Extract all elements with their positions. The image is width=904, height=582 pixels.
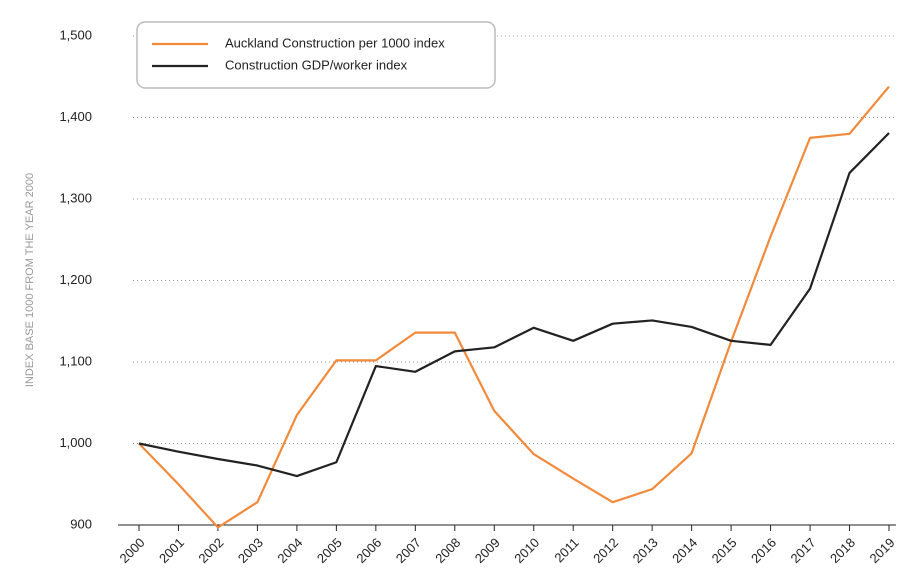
line — [138, 132, 890, 478]
x-tick-label: 2018 — [827, 535, 858, 566]
x-tick-label: 2008 — [432, 535, 463, 566]
x-tick-label: 2009 — [472, 535, 503, 566]
x-tick-label: 2016 — [748, 535, 779, 566]
x-tick-label: 2010 — [511, 535, 542, 566]
y-tick-label: 1,400 — [59, 109, 92, 124]
y-tick-label: 1,500 — [59, 27, 92, 42]
x-tick-label: 2017 — [788, 535, 819, 566]
x-tick-label: 2000 — [116, 535, 147, 566]
legend-label: Auckland Construction per 1000 index — [225, 35, 445, 50]
legend-box — [136, 21, 496, 89]
y-tick-label: 1,200 — [59, 272, 92, 287]
x-tick-label: 2005 — [314, 535, 345, 566]
x-tick-label: 2004 — [274, 535, 305, 566]
x-tick-label: 2007 — [393, 535, 424, 566]
line — [138, 85, 890, 529]
x-tick-label: 2013 — [630, 535, 661, 566]
x-tick-label: 2002 — [195, 535, 226, 566]
x-tick-label: 2006 — [353, 535, 384, 566]
x-tick-label: 2019 — [866, 535, 897, 566]
y-tick-label: 1,100 — [59, 353, 92, 368]
x-tick-label: 2001 — [156, 535, 187, 566]
legend-label: Construction GDP/worker index — [225, 57, 408, 72]
y-axis-label: INDEX BASE 1000 FROM THE YEAR 2000 — [24, 173, 36, 387]
x-tick-label: 2014 — [669, 535, 700, 566]
x-tick-label: 2011 — [551, 535, 581, 565]
y-tick-label: 1,300 — [59, 190, 92, 205]
x-tick-label: 2003 — [235, 535, 266, 566]
x-tick-label: 2012 — [590, 535, 621, 566]
y-tick-label: 900 — [70, 516, 92, 531]
y-tick-label: 1,000 — [59, 435, 92, 450]
x-tick-label: 2015 — [709, 535, 740, 566]
